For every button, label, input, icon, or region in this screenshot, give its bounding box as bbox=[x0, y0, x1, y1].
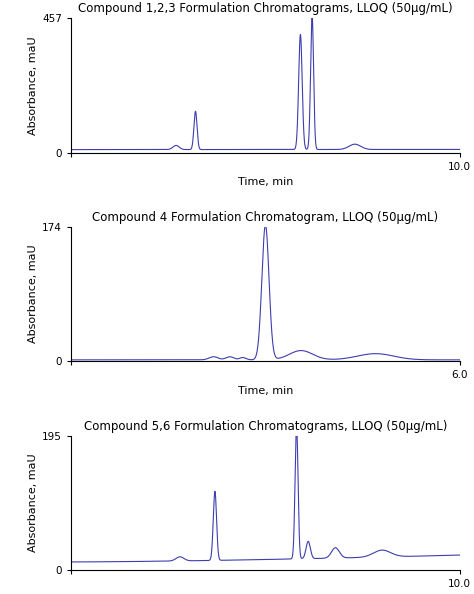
Title: Compound 1,2,3 Formulation Chromatograms, LLOQ (50μg/mL): Compound 1,2,3 Formulation Chromatograms… bbox=[78, 2, 453, 15]
X-axis label: Time, min: Time, min bbox=[238, 177, 293, 187]
Y-axis label: Absorbance, maU: Absorbance, maU bbox=[28, 454, 38, 552]
Title: Compound 4 Formulation Chromatogram, LLOQ (50μg/mL): Compound 4 Formulation Chromatogram, LLO… bbox=[92, 211, 438, 224]
X-axis label: Time, min: Time, min bbox=[238, 386, 293, 396]
Y-axis label: Absorbance, maU: Absorbance, maU bbox=[28, 245, 38, 343]
Title: Compound 5,6 Formulation Chromatograms, LLOQ (50μg/mL): Compound 5,6 Formulation Chromatograms, … bbox=[84, 420, 447, 433]
Y-axis label: Absorbance, maU: Absorbance, maU bbox=[28, 36, 38, 134]
